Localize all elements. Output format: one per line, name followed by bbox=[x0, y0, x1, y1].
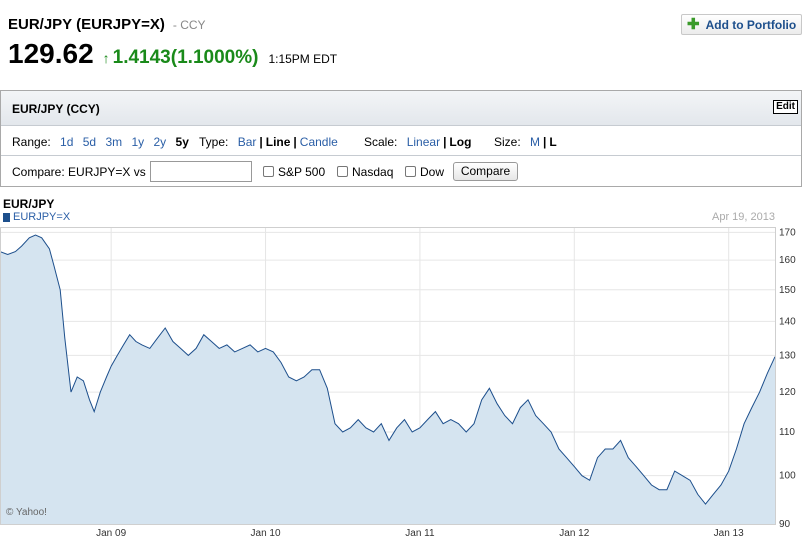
scale-option-log[interactable]: Log bbox=[449, 135, 472, 149]
x-tick-label: Jan 11 bbox=[405, 528, 435, 539]
quote-title: EUR/JPY (EURJPY=X) bbox=[8, 16, 165, 33]
type-option-candle[interactable]: Candle bbox=[299, 135, 338, 149]
type-label: Type: bbox=[199, 135, 229, 149]
compare-nasdaq[interactable]: Nasdaq bbox=[337, 165, 393, 179]
dow-label: Dow bbox=[420, 165, 445, 179]
exchange-label: - CCY bbox=[172, 18, 206, 32]
range-label: Range: bbox=[12, 135, 51, 149]
range-group: Range: 1d 5d 3m 1y 2y 5y bbox=[12, 135, 189, 149]
y-tick-label: 140 bbox=[779, 316, 796, 327]
edit-button[interactable]: Edit bbox=[773, 100, 798, 114]
chart-controls-panel: EUR/JPY (CCY) Edit Range: 1d 5d 3m 1y 2y… bbox=[0, 90, 802, 187]
y-tick-label: 90 bbox=[779, 519, 791, 530]
dow-checkbox[interactable] bbox=[405, 166, 416, 177]
plus-icon: ✚ bbox=[687, 16, 700, 33]
scale-label: Scale: bbox=[364, 135, 398, 149]
size-group: Size: M | L bbox=[494, 135, 557, 149]
add-to-portfolio-label: Add to Portfolio bbox=[705, 17, 797, 32]
size-option-m[interactable]: M bbox=[530, 135, 541, 149]
range-option-3m[interactable]: 3m bbox=[105, 135, 123, 149]
up-arrow-icon: ↑ bbox=[102, 50, 110, 66]
chart-legend: EURJPY=X bbox=[3, 211, 70, 223]
legend-swatch bbox=[3, 212, 10, 222]
x-tick-label: Jan 09 bbox=[96, 528, 126, 539]
panel-title: EUR/JPY (CCY) bbox=[12, 102, 100, 116]
x-tick-label: Jan 13 bbox=[714, 528, 744, 539]
type-group: Type: Bar | Line | Candle bbox=[199, 135, 338, 149]
sp500-label: S&P 500 bbox=[278, 165, 326, 179]
size-option-l[interactable]: L bbox=[549, 135, 557, 149]
x-tick-label: Jan 10 bbox=[251, 528, 281, 539]
scale-option-linear[interactable]: Linear bbox=[406, 135, 441, 149]
nasdaq-checkbox[interactable] bbox=[337, 166, 348, 177]
compare-sp500[interactable]: S&P 500 bbox=[263, 165, 325, 179]
nasdaq-label: Nasdaq bbox=[352, 165, 394, 179]
sp500-checkbox[interactable] bbox=[263, 166, 274, 177]
scale-group: Scale: Linear | Log bbox=[364, 135, 472, 149]
y-tick-label: 120 bbox=[779, 387, 796, 398]
y-tick-label: 130 bbox=[779, 350, 796, 361]
quote-time: 1:15PM EDT bbox=[268, 52, 338, 66]
compare-input[interactable] bbox=[150, 161, 252, 182]
price-row: 129.62 ↑ 1.4143 (1.1000%) 1:15PM EDT bbox=[8, 38, 337, 70]
legend-label: EURJPY=X bbox=[13, 211, 71, 223]
range-option-5y[interactable]: 5y bbox=[175, 135, 189, 149]
compare-dow[interactable]: Dow bbox=[405, 165, 444, 179]
x-axis: Jan 09 Jan 10 Jan 11 Jan 12 Jan 13 bbox=[96, 528, 744, 539]
size-label: Size: bbox=[494, 135, 521, 149]
compare-button[interactable]: Compare bbox=[453, 162, 518, 181]
type-option-line[interactable]: Line bbox=[265, 135, 291, 149]
price-line bbox=[0, 234, 776, 505]
chart-options-row: Range: 1d 5d 3m 1y 2y 5y Type: Bar | Line |… bbox=[1, 126, 801, 156]
range-option-1d[interactable]: 1d bbox=[60, 135, 74, 149]
price-area bbox=[0, 235, 775, 524]
plot-border bbox=[0, 227, 776, 525]
copyright-label: © Yahoo! bbox=[6, 507, 47, 518]
price-change-percent: (1.1000%) bbox=[170, 47, 259, 68]
y-tick-label: 110 bbox=[779, 427, 795, 438]
range-option-5d[interactable]: 5d bbox=[82, 135, 97, 149]
compare-label: Compare: EURJPY=X vs bbox=[12, 165, 146, 179]
type-option-bar[interactable]: Bar bbox=[237, 135, 257, 149]
price-change: 1.4143 bbox=[112, 47, 171, 68]
range-option-2y[interactable]: 2y bbox=[153, 135, 167, 149]
chart-date: Apr 19, 2013 bbox=[712, 211, 775, 223]
y-tick-label: 160 bbox=[779, 255, 796, 266]
chart-title: EUR/JPY bbox=[3, 197, 55, 211]
y-axis: 90 100 110 120 130 140 150 160 170 bbox=[779, 227, 796, 530]
y-tick-label: 100 bbox=[779, 471, 796, 482]
add-to-portfolio-button[interactable]: ✚ Add to Portfolio bbox=[681, 14, 802, 35]
panel-header: EUR/JPY (CCY) Edit bbox=[1, 91, 801, 126]
range-option-1y[interactable]: 1y bbox=[131, 135, 145, 149]
y-tick-label: 150 bbox=[779, 285, 796, 296]
compare-row: Compare: EURJPY=X vs S&P 500 Nasdaq Dow … bbox=[1, 156, 801, 186]
quote-title-row: EUR/JPY (EURJPY=X) - CCY bbox=[8, 16, 206, 33]
x-tick-label: Jan 12 bbox=[559, 528, 589, 539]
last-price: 129.62 bbox=[8, 38, 94, 69]
y-tick-label: 170 bbox=[779, 227, 796, 238]
